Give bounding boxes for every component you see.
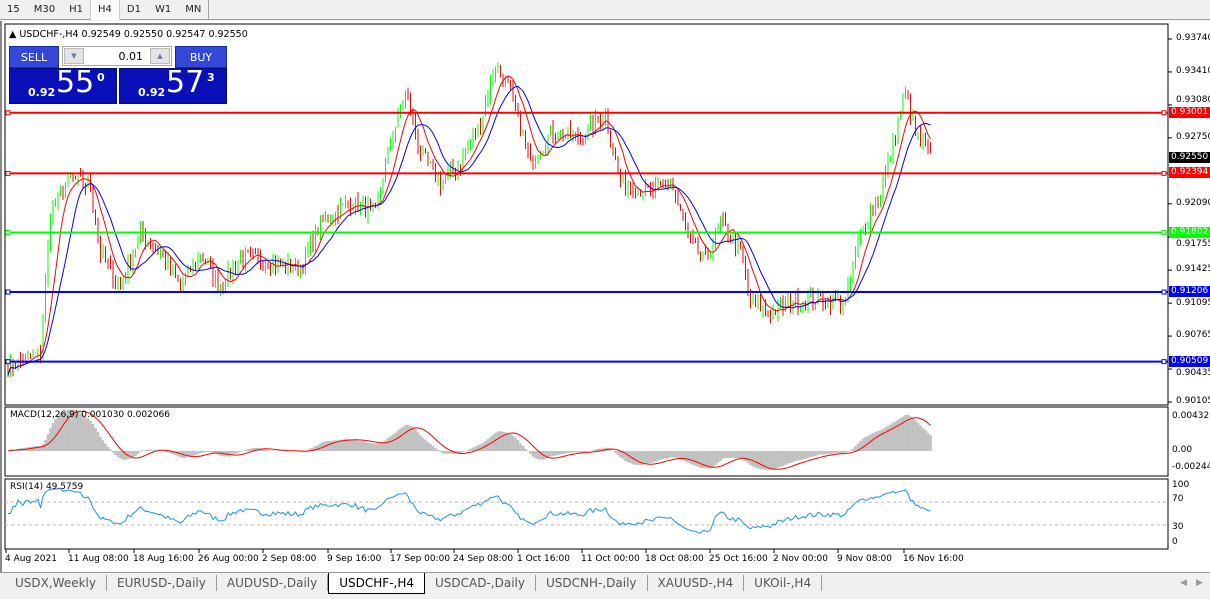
time-axis-label: 4 Aug 2021	[5, 554, 57, 564]
time-axis-label: 2 Sep 08:00	[262, 554, 317, 564]
timeframe-MN[interactable]: MN	[185, 4, 202, 15]
hline-price-tag: 0.91802	[1169, 226, 1210, 238]
rsi-axis-label: 0	[1172, 537, 1178, 547]
chart-title: ▲ USDCHF-,H4 0.92549 0.92550 0.92547 0.9…	[9, 29, 248, 40]
lot-decrease-icon[interactable]: ▼	[64, 48, 84, 64]
level-handle-left	[5, 110, 11, 116]
chart-tab[interactable]: AUDUSD-,Daily	[217, 575, 329, 591]
price-chart[interactable]	[0, 0, 1210, 572]
level-handle-right	[1161, 110, 1167, 116]
chart-tab[interactable]: USDCNH-,Daily	[536, 575, 648, 591]
level-handle-left	[5, 230, 11, 236]
main-chart-frame	[4, 23, 1169, 406]
price-axis-label: 0.93410	[1176, 65, 1210, 76]
sell-price-prefix: 0.92	[28, 86, 56, 99]
macd-label: MACD(12,26,9) 0.001030 0.002066	[10, 410, 170, 420]
lot-value[interactable]: 0.01	[118, 50, 144, 63]
sell-price[interactable]: 0.92 55 0	[9, 65, 117, 104]
macd-signal-line	[7, 410, 931, 470]
rsi-axis-label: 70	[1172, 494, 1184, 504]
macd-axis-label: 0.00	[1172, 445, 1193, 455]
chart-tab[interactable]: USDCHF-,H4	[328, 573, 425, 594]
level-handle-right	[1161, 359, 1167, 365]
sell-button[interactable]: SELL	[9, 46, 59, 68]
time-axis-label: 18 Oct 08:00	[645, 554, 704, 564]
one-click-trading-panel: SELL ▼ 0.01 ▲ BUY 0.92 55 0 0.92 57 3	[9, 46, 229, 104]
time-axis-label: 9 Sep 16:00	[327, 554, 382, 564]
sell-price-pips: 55	[56, 65, 95, 100]
chart-tabs: USDX,Weekly EURUSD-,Daily AUDUSD-,Daily USD…	[0, 572, 1210, 594]
level-handle-right	[1161, 230, 1167, 236]
time-axis-label: 24 Sep 08:00	[453, 554, 514, 564]
hline-price-tag: 0.92394	[1169, 167, 1210, 179]
price-axis-label: 0.90435	[1176, 367, 1210, 378]
buy-price-prefix: 0.92	[138, 86, 166, 99]
timeframe-toolbar: 15 M30 H1 H4 D1 W1 MN	[0, 0, 1210, 20]
price-axis-label: 0.93080	[1176, 94, 1210, 105]
scroll-right-icon[interactable]: ▶	[1196, 578, 1203, 588]
price-axis-label: 0.91755	[1176, 238, 1210, 249]
price-axis-label: 0.92090	[1176, 197, 1210, 208]
time-axis-label: 18 Aug 16:00	[133, 554, 194, 564]
price-axis-label: 0.91095	[1176, 298, 1210, 309]
rsi-frame	[4, 478, 1169, 550]
price-axis-label: 0.93740	[1176, 33, 1210, 43]
level-handle-right	[1161, 289, 1167, 295]
macd-axis-label: 0.004323	[1172, 411, 1210, 421]
chart-tab[interactable]: USDCAD-,Daily	[425, 575, 536, 591]
macd-axis-label: -0.002445	[1172, 462, 1210, 472]
chart-tab[interactable]: UKOil-,H4	[744, 575, 823, 591]
scroll-left-icon[interactable]: ◀	[1180, 578, 1187, 588]
hline-price-tag: 0.93001	[1169, 106, 1210, 118]
price-axis-label: 0.90105	[1176, 395, 1210, 406]
chart-tab[interactable]: USDX,Weekly	[5, 575, 107, 591]
buy-price-pips: 57	[166, 65, 205, 100]
price-axis-label: 0.90765	[1176, 330, 1210, 341]
chart-tab[interactable]: EURUSD-,Daily	[107, 575, 217, 591]
level-handle-left	[5, 170, 11, 176]
timeframe-W1[interactable]: W1	[154, 4, 172, 15]
sell-price-fraction: 0	[97, 71, 105, 84]
buy-button[interactable]: BUY	[175, 46, 227, 68]
symbol-quote: USDCHF-,H4 0.92549 0.92550 0.92547 0.925…	[19, 29, 248, 40]
timeframe-H4[interactable]: H4	[89, 0, 120, 20]
timeframe-M30[interactable]: M30	[33, 4, 56, 15]
toolbar-divider	[208, 0, 210, 20]
macd-frame	[4, 406, 1169, 477]
rsi-axis-label: 100	[1172, 480, 1190, 490]
level-handle-right	[1161, 170, 1167, 176]
level-handle-left	[5, 289, 11, 295]
ma-slow-line	[7, 85, 931, 376]
time-axis-label: 25 Oct 16:00	[709, 554, 768, 564]
timeframe-D1[interactable]: D1	[126, 4, 141, 15]
time-axis-label: 17 Sep 00:00	[390, 554, 451, 564]
rsi-label: RSI(14) 49.5759	[10, 482, 84, 492]
timeframe-15[interactable]: 15	[7, 4, 20, 15]
time-axis-label: 2 Nov 00:00	[773, 554, 828, 564]
current-price-tag: 0.92550	[1169, 151, 1210, 163]
price-axis-label: 0.92750	[1176, 131, 1210, 142]
hline-price-tag: 0.91206	[1169, 286, 1210, 298]
time-axis-label: 16 Nov 16:00	[903, 554, 964, 564]
level-handle-left	[5, 359, 11, 365]
timeframe-H1[interactable]: H1	[69, 4, 83, 15]
lot-increase-icon[interactable]: ▲	[150, 48, 170, 64]
buy-price[interactable]: 0.92 57 3	[119, 65, 227, 104]
rsi-axis-label: 30	[1172, 522, 1184, 532]
time-axis-label: 1 Oct 16:00	[517, 554, 570, 564]
hline-price-tag: 0.90509	[1169, 355, 1210, 367]
time-axis-label: 26 Aug 00:00	[198, 554, 259, 564]
time-axis-label: 11 Oct 00:00	[581, 554, 640, 564]
collapse-triangle-icon[interactable]: ▲	[9, 29, 17, 40]
time-axis-label: 11 Aug 08:00	[68, 554, 129, 564]
rsi-line	[8, 488, 931, 534]
lot-size-field[interactable]: ▼ 0.01 ▲	[62, 46, 172, 66]
buy-price-fraction: 3	[207, 71, 215, 84]
time-axis-label: 9 Nov 08:00	[837, 554, 892, 564]
ma-fast-line	[7, 75, 931, 376]
chart-tab[interactable]: XAUUSD-,H4	[648, 575, 745, 591]
price-axis-label: 0.91425	[1176, 264, 1210, 275]
